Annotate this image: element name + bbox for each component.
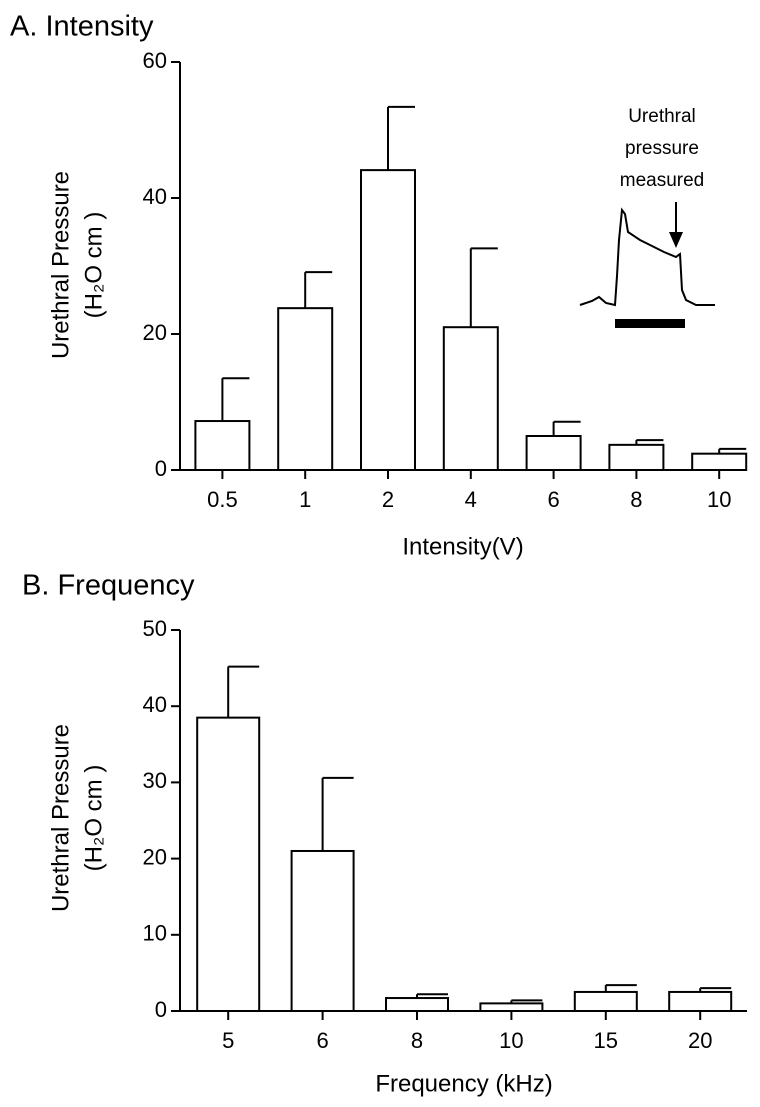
bar	[691, 452, 748, 471]
bar	[608, 443, 665, 471]
chart-title: B. Frequency	[22, 570, 195, 602]
y-tick-label: 0	[155, 456, 167, 481]
chart-title: A. Intensity	[10, 11, 154, 43]
inset-trace	[579, 207, 715, 307]
x-tick-label: 15	[594, 1028, 618, 1053]
bar	[290, 849, 355, 1012]
arrow-head	[669, 232, 683, 248]
y-tick-label: 20	[143, 844, 167, 869]
bar	[360, 169, 416, 471]
bar	[385, 997, 449, 1013]
x-tick-label: 2	[382, 487, 394, 512]
bar	[479, 1002, 544, 1013]
x-tick-label: 8	[411, 1028, 423, 1053]
y-tick-label: 10	[143, 921, 167, 946]
y-tick-label: 40	[143, 184, 167, 209]
x-tick-label: 1	[299, 487, 311, 512]
y-axis-label: (H₂O cm )	[80, 212, 107, 319]
bar	[194, 420, 251, 472]
annotation: Urethral	[628, 106, 696, 127]
x-tick-label: 0.5	[207, 487, 238, 512]
x-tick-label: 8	[630, 487, 642, 512]
annotation: measured	[620, 170, 705, 191]
x-tick-label: 4	[465, 487, 477, 512]
bar	[277, 307, 334, 471]
x-tick-label: 6	[547, 487, 559, 512]
y-tick-label: 40	[143, 692, 167, 717]
x-tick-label: 10	[707, 487, 731, 512]
y-axis-label: Urethral Pressure	[47, 724, 74, 912]
x-tick-label: 10	[499, 1028, 523, 1053]
x-tick-label: 20	[688, 1028, 712, 1053]
y-axis-label: (H₂O cm )	[80, 765, 107, 872]
bar	[525, 435, 582, 471]
y-tick-label: 60	[143, 48, 167, 73]
bar	[668, 990, 733, 1013]
x-axis-label: Intensity(V)	[402, 533, 523, 560]
y-tick-label: 0	[155, 997, 167, 1022]
annotation: pressure	[625, 138, 699, 159]
y-tick-label: 30	[143, 768, 167, 793]
x-axis-label: Frequency (kHz)	[375, 1070, 552, 1097]
stimulus-bar	[615, 319, 685, 328]
x-tick-label: 5	[222, 1028, 234, 1053]
bar	[196, 716, 261, 1012]
bar	[573, 990, 638, 1013]
y-tick-label: 50	[143, 616, 167, 641]
bar	[442, 326, 499, 472]
y-tick-label: 20	[143, 320, 167, 345]
x-tick-label: 6	[316, 1028, 328, 1053]
y-axis-label: Urethral Pressure	[47, 171, 74, 359]
